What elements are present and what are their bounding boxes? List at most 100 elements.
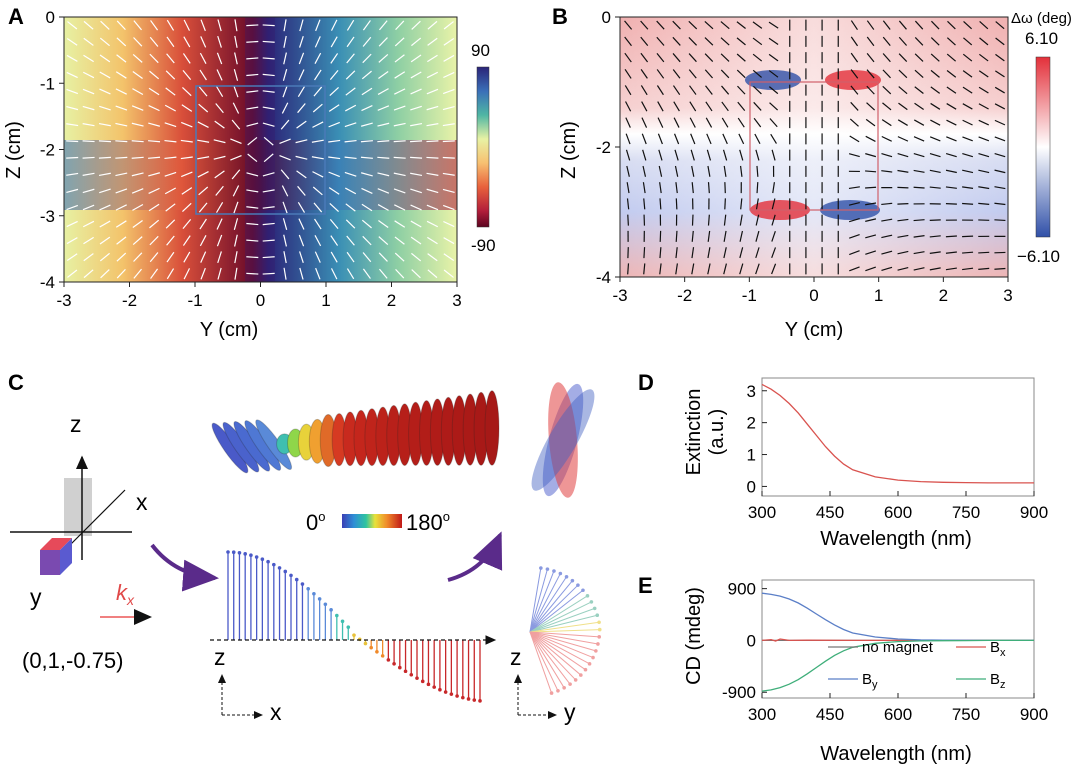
panel-a-vector	[346, 235, 355, 246]
panel-a-vector	[100, 269, 110, 279]
panel-a-vector	[443, 237, 455, 245]
panel-d-ytick-label: 3	[747, 382, 756, 401]
panel-b-vector	[771, 214, 776, 226]
panel-a-vector	[329, 69, 339, 80]
panel-a-vector	[247, 153, 258, 163]
panel-a-vector	[427, 253, 438, 262]
panel-b-vector	[707, 165, 711, 177]
panel-b-vector	[752, 21, 763, 29]
panel-b-vector	[736, 37, 746, 46]
panel-a-vector	[262, 256, 275, 259]
fan-arrow-head	[589, 600, 594, 604]
panel-a-vector	[313, 202, 323, 213]
panel-a-vector	[181, 121, 193, 128]
panel-a-vector	[199, 218, 207, 230]
panel-a-vector	[361, 187, 373, 194]
chain-ellipsoid	[484, 390, 500, 466]
panel-a-vector	[83, 253, 94, 262]
panel-a-vector	[411, 269, 421, 279]
panel-d-label: D	[638, 370, 654, 395]
panel-a-vector	[234, 19, 238, 32]
panel-b-vector	[945, 203, 957, 205]
panel-a-vector	[426, 220, 439, 228]
panel-a-vector	[99, 71, 111, 79]
panel-b-vector	[720, 37, 730, 46]
wave-arrow-head	[369, 645, 373, 650]
panel-a-vector	[394, 88, 406, 95]
panel-a-vector	[197, 121, 209, 128]
panel-e-legend-label: no magnet	[862, 639, 934, 656]
wave-arrow-head	[317, 597, 322, 601]
coords-label: (0,1,-0.75)	[22, 648, 124, 673]
panel-b-vector	[627, 214, 629, 226]
panel-a-vector	[346, 251, 355, 263]
panel-a-vector	[378, 252, 388, 262]
panel-b-vector	[994, 119, 1006, 126]
wave-arrow-head	[340, 619, 345, 624]
panel-b-vector	[755, 214, 760, 226]
panel-d-xlabel: Wavelength (nm)	[820, 528, 972, 550]
panel-a-vector	[361, 219, 372, 229]
wave-arrow-head	[312, 591, 316, 596]
mini-axes-right: z y	[510, 644, 576, 725]
fan-arrow	[529, 631, 553, 694]
panel-c: C z x y kx (0,1,-0.75) 0o	[8, 370, 602, 725]
panel-b-vector	[882, 53, 891, 63]
panel-a-vector	[262, 24, 275, 27]
panel-a-vector	[411, 37, 422, 47]
panel-a-vector	[132, 88, 144, 95]
fan-arrow	[529, 589, 584, 633]
panel-a-vector	[362, 36, 372, 47]
panel-a-vector	[98, 140, 111, 143]
panel-b-vector	[865, 186, 877, 189]
panel-b-vector	[673, 101, 680, 112]
panel-b-vector	[897, 218, 909, 222]
panel-a-vector	[215, 86, 224, 97]
panel-b-vector	[720, 21, 730, 30]
wave-arrow-head	[449, 692, 454, 696]
panel-a-vector	[115, 156, 128, 159]
panel-b-vector	[768, 37, 779, 45]
panel-b-vector	[963, 20, 973, 30]
panel-b-vector	[882, 102, 892, 111]
panel-a-vector	[411, 20, 421, 30]
panel-a-vector	[182, 86, 192, 97]
panel-a-vector	[330, 53, 339, 64]
panel-a-vector	[262, 90, 275, 93]
panel-a-vector	[66, 172, 79, 176]
panel-b-vector	[627, 263, 630, 275]
panel-b-vector	[720, 69, 730, 79]
panel-b-vector	[865, 202, 877, 206]
panel-b-vector	[962, 70, 973, 78]
wave-arrow-head	[478, 699, 482, 703]
panel-b: B -3 -2 -1 0 1 2 3 0 -2 -4 Y (cm) Z (cm) Δω (deg)…	[552, 4, 1072, 341]
panel-a-vector	[213, 155, 226, 160]
panel-a-vector	[216, 69, 223, 81]
panel-a-vector	[233, 218, 239, 230]
panel-a-vector	[66, 220, 78, 228]
fan-arrow	[529, 614, 598, 633]
cube-face-side	[60, 538, 72, 575]
panel-e-ytick-label: -900	[722, 683, 756, 702]
panel-a-vector	[360, 172, 373, 177]
wave-arrow-head	[266, 559, 270, 564]
panel-a-vector	[164, 156, 177, 160]
panel-b-vector	[994, 136, 1006, 142]
panel-b-vector	[675, 247, 678, 259]
panel-a-vector	[426, 123, 439, 127]
panel-b-vector	[897, 234, 909, 238]
panel-a-xtick-label: -3	[56, 291, 71, 310]
panel-b-vector	[722, 133, 728, 145]
panel-a-vector	[246, 24, 259, 27]
panel-a-vector	[362, 268, 371, 279]
panel-a-vector	[116, 268, 126, 279]
panel-a-vector	[442, 204, 455, 211]
panel-e-ytick-label: 0	[747, 631, 756, 650]
panel-a-vector	[166, 268, 175, 280]
panel-a-vector	[379, 268, 388, 279]
panel-b-vector	[752, 85, 762, 95]
panel-b-ytick-label: 0	[602, 8, 611, 27]
panel-b-vector	[656, 85, 664, 96]
mini-x-left: x	[270, 699, 282, 725]
